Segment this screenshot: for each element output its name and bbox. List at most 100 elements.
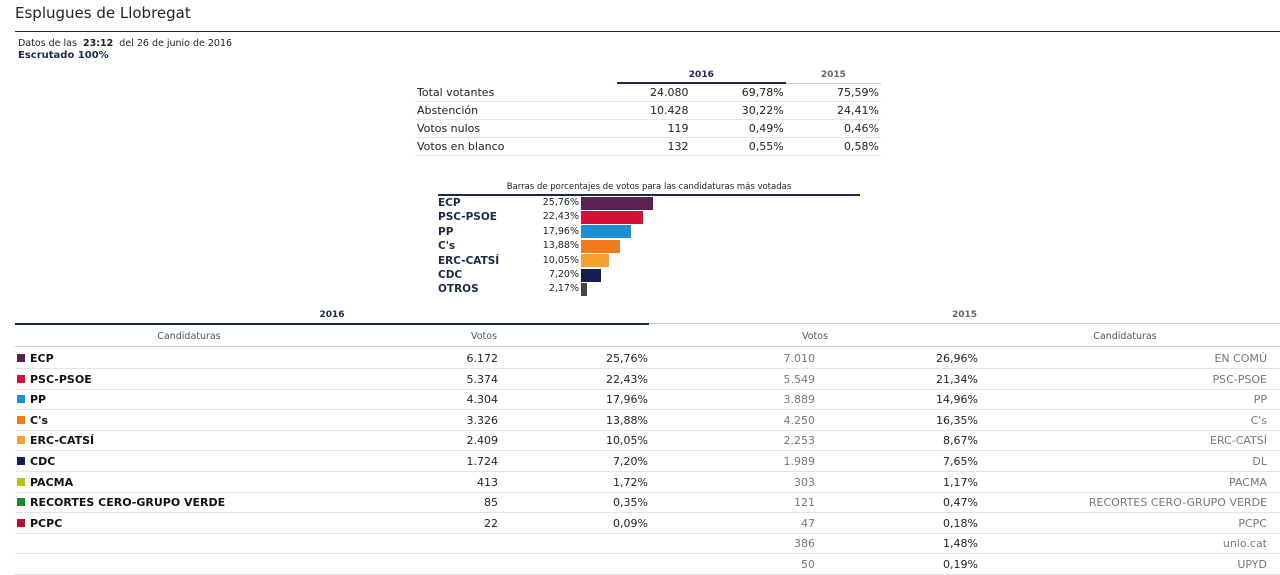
summary-pct-2015: 0,58% <box>785 137 881 156</box>
votes-2016: 22 <box>484 516 498 530</box>
party-color-swatch <box>17 395 25 404</box>
votes-2015: 2.253 <box>783 434 816 448</box>
votes-2015: 386 <box>794 537 815 551</box>
summary-value: 24.080 <box>616 83 691 102</box>
pct-2016: 7,20% <box>613 455 648 468</box>
results-row: 50 0,19% UPYD <box>15 554 1280 575</box>
bar-psc-psoe <box>581 210 644 224</box>
summary-year-2015: 2015 <box>785 68 881 84</box>
votes-2016: 2.409 <box>466 434 499 448</box>
summary-value: 10.428 <box>616 101 691 120</box>
votes-2016: 85 <box>484 496 498 510</box>
votes-2016: 1.724 <box>466 455 499 468</box>
party-name-2016: PCPC <box>30 516 63 530</box>
bar-ecp <box>581 196 653 210</box>
bar-value-label: 13,88% <box>542 240 579 252</box>
pct-2016: 0,09% <box>613 516 648 530</box>
pct-2015: 26,96% <box>936 352 978 365</box>
results-row: PP 4.304 17,96% 3.889 14,96% PP <box>15 389 1280 411</box>
votes-2015: 7.010 <box>783 352 816 365</box>
col-header-divider <box>15 346 1280 347</box>
results-year-2016: 2016 <box>319 310 345 320</box>
party-color-swatch <box>17 518 25 527</box>
votes-2016: 5.374 <box>466 372 499 386</box>
summary-pct-2015: 0,46% <box>785 119 881 138</box>
votes-2016: 4.304 <box>466 393 499 407</box>
party-color-swatch <box>17 374 25 383</box>
votes-2015: 303 <box>794 475 815 489</box>
bar-category-label: PSC-PSOE <box>438 211 497 224</box>
results-row: CDC 1.724 7,20% 1.989 7,65% DL <box>15 451 1280 472</box>
votes-2016: 3.326 <box>466 413 499 427</box>
votes-2015: 4.250 <box>783 413 816 427</box>
pct-2016: 13,88% <box>606 413 648 427</box>
col-header-votos: Votos <box>470 331 498 342</box>
counted-status: Escrutado 100% <box>18 50 109 61</box>
turnout-summary-table: 2016 2015 Total votantes 24.080 69,78% 75,5… <box>415 68 881 156</box>
pct-2015: 8,67% <box>943 434 978 448</box>
party-name-2015: PSC-PSOE <box>1212 372 1268 386</box>
pct-2015: 21,34% <box>936 372 978 386</box>
party-name-2015: C's <box>1250 413 1267 427</box>
votes-2015: 121 <box>794 496 815 510</box>
bar-value-label: 25,76% <box>542 197 579 208</box>
summary-row: Votos en blanco 132 0,55% 0,58% <box>415 137 881 156</box>
summary-pct-2016: 0,55% <box>690 137 786 156</box>
results-row: PCPC 22 0,09% 47 0,18% PCPC <box>15 513 1280 534</box>
bar-category-label: CDC <box>438 269 463 281</box>
col-header-candidaturas-2015: Candidaturas <box>1093 331 1157 342</box>
votes-2015: 5.549 <box>783 372 816 386</box>
data-date: del 26 de junio de 2016 <box>119 38 233 49</box>
votes-2015: 1.989 <box>783 455 816 468</box>
party-name-2016: PP <box>30 393 47 407</box>
results-row: PSC-PSOE 5.374 22,43% 5.549 21,34% PSC-PSOE <box>15 369 1280 390</box>
pct-2016: 1,72% <box>613 475 648 489</box>
results-row: RECORTES CERO-GRUPO VERDE 85 0,35% 121 0,47%… <box>15 492 1280 514</box>
party-name-2016: RECORTES CERO-GRUPO VERDE <box>30 496 226 510</box>
party-name-2015: EN COMÚ <box>1214 352 1267 365</box>
party-name-2015: DL <box>1252 455 1267 468</box>
summary-value: 119 <box>616 119 691 138</box>
party-name-2015: RECORTES CERO-GRUPO VERDE <box>1088 496 1267 510</box>
party-color-swatch <box>17 415 25 424</box>
summary-label: Total votantes <box>415 83 617 102</box>
summary-label: Abstención <box>415 101 617 120</box>
results-year-2015: 2015 <box>951 310 978 320</box>
pct-2015: 0,18% <box>943 516 978 530</box>
bar-category-label: ERC-CATSÍ <box>438 254 500 267</box>
data-timestamp: Datos de las 23:12 del 26 de junio de 20… <box>18 38 232 49</box>
party-color-swatch <box>17 457 25 465</box>
summary-spacer <box>415 68 617 83</box>
pct-2015: 0,19% <box>943 558 978 571</box>
results-row: ECP 6.172 25,76% 7.010 26,96% EN COMÚ <box>15 348 1280 369</box>
pct-2016: 10,05% <box>606 434 648 448</box>
summary-pct-2015: 24,41% <box>785 101 881 120</box>
summary-label: Votos en blanco <box>415 137 617 156</box>
results-2016-rule <box>15 323 649 325</box>
bars-chart-divider <box>438 194 860 196</box>
party-name-2016: CDC <box>30 455 56 468</box>
party-name-2016: ERC-CATSÍ <box>30 434 95 448</box>
bar-category-label: ECP <box>438 197 461 209</box>
bar-erc-cats- <box>581 254 609 268</box>
party-color-swatch <box>17 498 25 507</box>
party-name-2015: PACMA <box>1229 475 1267 489</box>
summary-row: Votos nulos 119 0,49% 0,46% <box>415 119 881 138</box>
pct-2016: 17,96% <box>606 393 648 407</box>
bar-c-s <box>581 239 620 253</box>
bar-cdc <box>581 268 602 282</box>
party-name-2015: ERC-CATSÍ <box>1210 434 1267 448</box>
pct-2015: 14,96% <box>936 393 978 407</box>
bar-category-label: OTROS <box>438 283 479 296</box>
party-name-2016: PSC-PSOE <box>30 372 92 386</box>
page-title: Esplugues de Llobregat <box>15 4 191 22</box>
party-name-2016: ECP <box>30 352 54 365</box>
bar-value-label: 17,96% <box>542 225 579 237</box>
party-name-2015: UPYD <box>1237 558 1267 571</box>
results-row: ERC-CATSÍ 2.409 10,05% 2.253 8,67% ERC-CATSÍ <box>15 430 1280 452</box>
summary-year-2016: 2016 <box>616 68 786 84</box>
votes-2015: 3.889 <box>783 393 816 407</box>
data-prefix: Datos de las <box>18 38 77 49</box>
pct-2016: 0,35% <box>613 496 648 510</box>
col-header-candidaturas: Candidaturas <box>157 331 221 342</box>
